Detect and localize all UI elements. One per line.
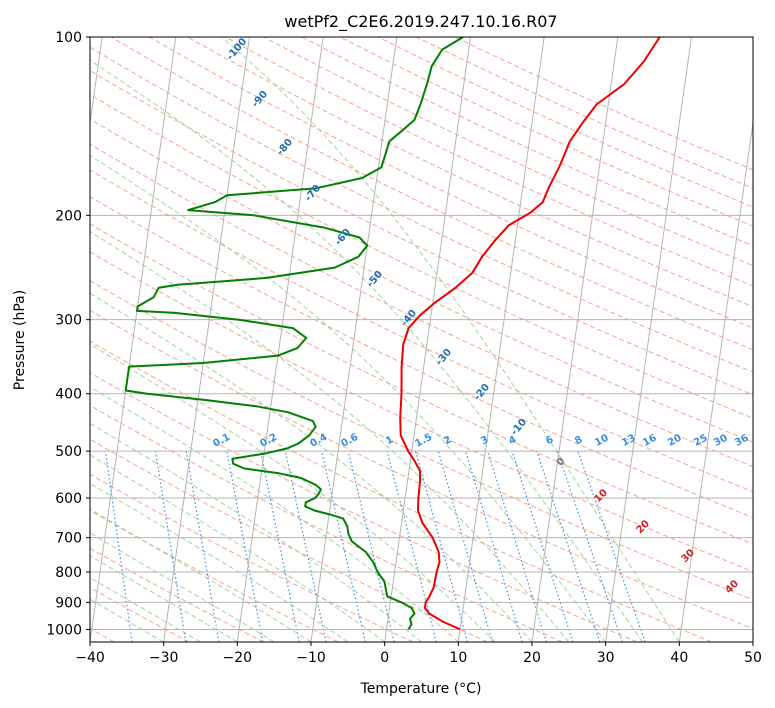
mixing-ratio-line bbox=[415, 450, 469, 642]
mixing-ratio-line bbox=[386, 450, 438, 642]
moist-adiabat-line bbox=[90, 454, 385, 642]
mixing-ratio-line bbox=[465, 450, 523, 642]
mixing-ratio-line bbox=[154, 451, 187, 642]
y-tick-label: 300 bbox=[55, 313, 82, 329]
moist-adiabat-line bbox=[90, 598, 164, 642]
temperature-line bbox=[399, 37, 661, 631]
x-tick-label: 0 bbox=[380, 650, 389, 666]
mixing-ratio-line bbox=[577, 450, 646, 642]
x-tick-label: 10 bbox=[449, 650, 467, 666]
mixing-ratio-line bbox=[556, 450, 623, 642]
moist-adiabat-line bbox=[90, 555, 238, 642]
moist-adiabat-line bbox=[90, 386, 459, 642]
x-tick-label: −20 bbox=[223, 650, 253, 666]
y-tick-label: 700 bbox=[55, 531, 82, 547]
dry-adiabat-line bbox=[90, 223, 753, 545]
mixing-ratio-label: 2 bbox=[442, 434, 453, 447]
moist-adiabat-line bbox=[90, 343, 496, 642]
isotherm-line bbox=[384, 37, 471, 642]
moist-adiabat-line bbox=[90, 230, 570, 642]
y-tick-label: 400 bbox=[55, 387, 82, 403]
dry-adiabat-line bbox=[90, 46, 753, 373]
dry-adiabat-line bbox=[90, 340, 712, 642]
isotherm-line bbox=[236, 37, 324, 642]
isotherm-line bbox=[310, 37, 398, 642]
isotherms bbox=[90, 37, 753, 642]
mixing-ratio-line bbox=[284, 450, 327, 642]
moist-adiabats bbox=[90, 37, 680, 642]
x-tick-label: 50 bbox=[744, 650, 762, 666]
mixing-ratio-line bbox=[511, 450, 574, 642]
plot-frame bbox=[89, 36, 754, 643]
y-tick-label: 1000 bbox=[46, 622, 82, 638]
y-tick-label: 900 bbox=[55, 595, 82, 611]
y-axis-ticks: 100 200 300 400 500 600 700 800 900 1000 bbox=[46, 30, 90, 638]
x-axis-label: Temperature (°C) bbox=[360, 681, 482, 697]
mixing-ratio-labels: 0.1 0.2 0.4 0.6 1 1.5 2 3 4 6 8 10 13 16 20 25 30 36 bbox=[211, 432, 750, 450]
mixing-ratio-line bbox=[321, 450, 366, 642]
dry-adiabat-line bbox=[90, 309, 753, 630]
dry-adiabat-line bbox=[90, 372, 638, 642]
isotherm-line bbox=[90, 37, 177, 642]
isotherm-line bbox=[531, 37, 619, 642]
mixing-ratio-line bbox=[536, 450, 601, 642]
mixing-ratio-line bbox=[226, 450, 264, 642]
mixing-ratio-label: 3 bbox=[479, 434, 490, 447]
x-tick-label: 30 bbox=[597, 650, 615, 666]
dry-adiabat-line bbox=[90, 195, 753, 519]
isotherm-line bbox=[605, 37, 692, 642]
y-tick-label: 500 bbox=[55, 444, 82, 460]
moist-adiabat-line bbox=[90, 532, 275, 642]
isotherm-line bbox=[163, 37, 250, 642]
pressure-gridlines bbox=[90, 37, 753, 630]
x-tick-label: 40 bbox=[670, 650, 688, 666]
dry-adiabat-line bbox=[90, 93, 753, 419]
chart-title: wetPf2_C2E6.2019.247.10.16.R07 bbox=[284, 12, 557, 32]
x-axis-ticks: −40 −30 −20 −10 0 10 20 30 40 50 bbox=[75, 642, 762, 666]
y-tick-label: 100 bbox=[55, 30, 82, 46]
dry-adiabat-line bbox=[90, 118, 753, 443]
dry-adiabats bbox=[90, 37, 753, 642]
moist-adiabat-line bbox=[90, 577, 201, 642]
moist-adiabat-line bbox=[90, 482, 349, 642]
x-tick-label: 20 bbox=[523, 650, 541, 666]
moist-adiabat-line bbox=[90, 422, 422, 642]
profile-lines bbox=[124, 37, 661, 631]
dry-adiabat-line bbox=[90, 547, 264, 642]
x-tick-label: −40 bbox=[75, 650, 105, 666]
mixing-ratio-line bbox=[347, 450, 395, 642]
y-axis-label: Pressure (hPa) bbox=[12, 290, 28, 390]
isotherm-line bbox=[457, 37, 545, 642]
mixing-ratio-line bbox=[437, 450, 493, 642]
mixing-ratio-line bbox=[104, 451, 133, 642]
mixing-ratio-label: 4 bbox=[507, 434, 518, 447]
mixing-ratio-line bbox=[185, 451, 220, 642]
dry-adiabat-line bbox=[90, 143, 753, 468]
x-tick-label: −30 bbox=[149, 650, 179, 666]
mixing-ratio-label: 8 bbox=[573, 434, 584, 447]
moist-adiabat-line bbox=[90, 154, 607, 642]
moist-adiabat-line bbox=[220, 37, 680, 642]
y-tick-label: 600 bbox=[55, 491, 82, 507]
x-tick-label: −10 bbox=[296, 650, 326, 666]
dewpoint-line bbox=[124, 37, 464, 630]
y-tick-label: 800 bbox=[55, 565, 82, 581]
moist-adiabat-line bbox=[90, 59, 643, 642]
mixing-ratio-label: 1 bbox=[384, 434, 395, 447]
mixing-ratio-lines bbox=[104, 450, 646, 642]
mixing-ratio-label: 6 bbox=[544, 434, 555, 447]
mixing-ratio-line bbox=[260, 450, 300, 642]
y-tick-label: 200 bbox=[55, 208, 82, 224]
dry-adiabat-line bbox=[90, 69, 753, 396]
moist-adiabat-line bbox=[90, 292, 533, 642]
isotherm-line bbox=[678, 119, 753, 642]
dry-adiabat-line bbox=[90, 280, 753, 601]
